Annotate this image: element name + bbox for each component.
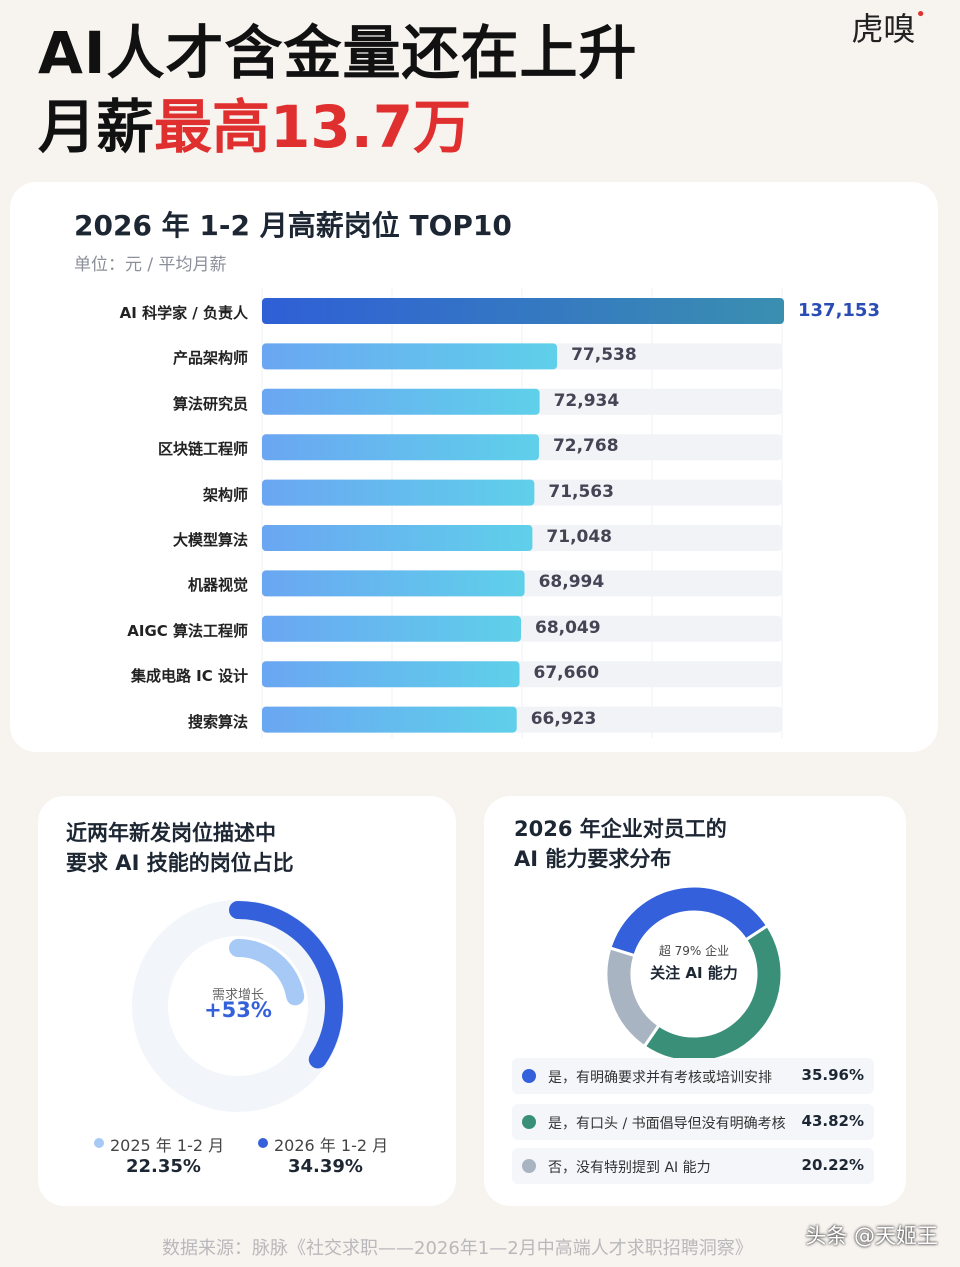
bar-label-3: 算法研究员 <box>172 394 248 413</box>
dist-dot-1-icon <box>522 1069 536 1083</box>
brand-logo-text: 虎嗅 <box>851 10 916 48</box>
dist-dot-2-icon <box>522 1115 536 1129</box>
dist-row-3: 否，没有特别提到 AI 能力 20.22% <box>512 1148 874 1184</box>
bar-label-2: 产品架构师 <box>172 349 248 368</box>
bar-value-8: 68,049 <box>534 617 601 638</box>
bar-label-4: 区块链工程师 <box>157 440 248 459</box>
top10-salary-card: 2026 年 1-2 月高薪岗位 TOP10 单位：元 / 平均月薪 AI 科学… <box>10 182 938 752</box>
ring-center-label: 需求增长 <box>211 988 264 1003</box>
bar-value-7: 68,994 <box>538 572 605 593</box>
headline: AI人才含金量还在上升 月薪最高13.7万 <box>38 18 637 162</box>
donut-center-big: 关注 AI 能力 <box>650 964 738 982</box>
ring-center-value: +53% <box>204 998 272 1022</box>
bar-3 <box>262 388 540 415</box>
brand-logo: 虎嗅• <box>851 4 926 50</box>
bar-value-5: 71,563 <box>548 481 614 502</box>
dist-value-3: 20.22% <box>801 1156 864 1174</box>
headline-prefix: 月薪 <box>38 93 155 161</box>
bar-value-6: 71,048 <box>546 527 613 547</box>
bar-label-8: AIGC 算法工程师 <box>127 621 248 640</box>
dist-label-3: 否，没有特别提到 AI 能力 <box>548 1160 711 1176</box>
bar-value-1: 137,153 <box>798 300 880 321</box>
legend-2025-label: 2025 年 1-2 月 <box>110 1136 225 1155</box>
bar-value-10: 66,923 <box>530 708 597 729</box>
bar-label-5: 架构师 <box>202 485 248 504</box>
donut-center-small: 超 79% 企业 <box>658 944 730 958</box>
headline-line1: AI人才含金量还在上升 <box>38 19 638 87</box>
headline-line2: 月薪最高13.7万 <box>38 92 637 162</box>
ai-requirement-card: 2026 年企业对员工的 AI 能力要求分布 超 79% 企业 关注 AI 能力… <box>484 796 906 1206</box>
dist-donut-chart <box>604 884 784 1064</box>
dist-value-2: 43.82% <box>801 1112 864 1130</box>
bar-value-4: 72,768 <box>552 436 619 457</box>
ratio-ring-chart <box>132 900 344 1112</box>
bar-8 <box>262 615 521 642</box>
bar-label-10: 搜索算法 <box>187 712 248 731</box>
legend-2026-label: 2026 年 1-2 月 <box>274 1136 389 1155</box>
bar-value-2: 77,538 <box>571 345 637 366</box>
bar-9 <box>262 661 520 688</box>
dist-dot-3-icon <box>522 1159 536 1173</box>
dist-title-line1: 2026 年企业对员工的 <box>514 817 727 841</box>
bar-5 <box>262 479 535 506</box>
bar-label-1: AI 科学家 / 负责人 <box>119 304 248 322</box>
legend-2026-value: 34.39% <box>288 1156 363 1177</box>
top10-bar-chart <box>261 288 784 738</box>
ring-arc-2026 <box>229 901 343 1069</box>
bar-2 <box>262 343 558 370</box>
ring-arc-2025 <box>229 939 305 1006</box>
bar-labels: AI 科学家 / 负责人产品架构师算法研究员区块链工程师架构师大模型算法机器视觉… <box>10 182 248 752</box>
dist-row-1: 是，有明确要求并有考核或培训安排 35.96% <box>512 1058 874 1094</box>
dist-title-line2: AI 能力要求分布 <box>514 847 672 871</box>
legend-2026-dot-icon <box>258 1138 268 1148</box>
bar-10 <box>262 706 517 733</box>
bar-label-9: 集成电路 IC 设计 <box>130 667 248 686</box>
bar-6 <box>262 525 533 551</box>
bar-1 <box>262 298 784 324</box>
watermark: 头条 @天姬王 <box>805 1224 938 1248</box>
bar-label-6: 大模型算法 <box>172 531 248 549</box>
bar-value-9: 67,660 <box>533 663 600 684</box>
bar-7 <box>262 570 525 597</box>
dist-label-1: 是，有明确要求并有考核或培训安排 <box>548 1070 772 1086</box>
bar-value-3: 72,934 <box>553 390 620 411</box>
dist-value-1: 35.96% <box>801 1066 864 1084</box>
ratio-title-line2: 要求 AI 技能的岗位占比 <box>66 851 294 875</box>
ratio-title-line1: 近两年新发岗位描述中 <box>66 821 276 845</box>
data-source: 数据来源：脉脉《社交求职——2026年1—2月中高端人才求职招聘洞察》 <box>162 1238 753 1259</box>
top10-chart-title: 2026 年 1-2 月高薪岗位 TOP10 <box>74 209 512 242</box>
logo-dot-icon: • <box>915 4 926 25</box>
top10-unit-label: 单位：元 / 平均月薪 <box>74 255 227 275</box>
ai-skill-ratio-card: 近两年新发岗位描述中 要求 AI 技能的岗位占比 需求增长 +53% 2025 … <box>38 796 456 1206</box>
dist-row-2: 是，有口头 / 书面倡导但没有明确考核 43.82% <box>512 1104 874 1140</box>
donut-slice-3 <box>604 946 662 1049</box>
headline-highlight: 最高13.7万 <box>154 93 472 161</box>
bar-4 <box>262 434 539 461</box>
bar-label-7: 机器视觉 <box>187 576 248 595</box>
dist-label-2: 是，有口头 / 书面倡导但没有明确考核 <box>548 1116 786 1132</box>
legend-2025-dot-icon <box>94 1138 104 1148</box>
legend-2025-value: 22.35% <box>126 1156 201 1177</box>
